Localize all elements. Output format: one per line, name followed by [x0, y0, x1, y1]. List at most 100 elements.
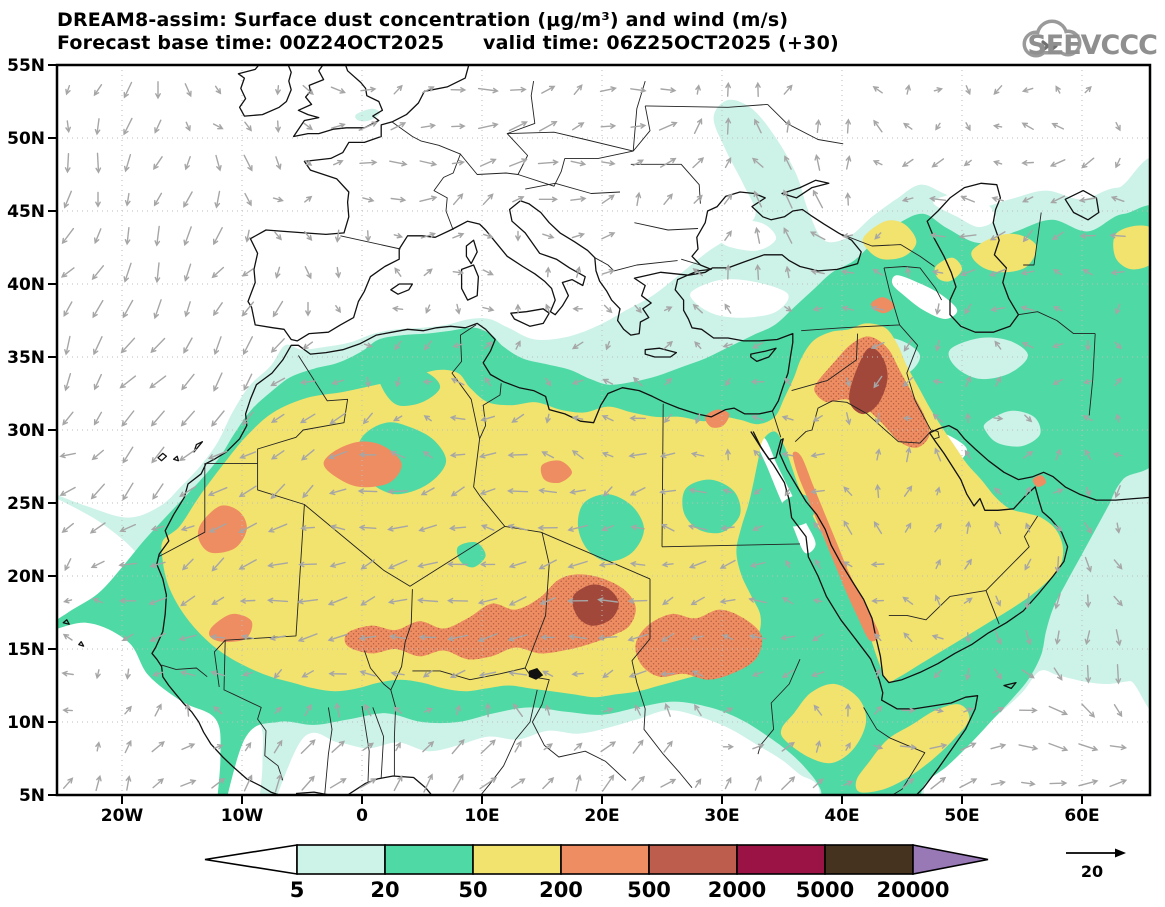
wind-arrow — [719, 598, 736, 605]
wind-arrow — [958, 233, 977, 240]
wind-arrow — [965, 632, 971, 644]
axes: 20W 10W 0 10E 20E 30E 40E 50E 60E 5N 10N 15N 20N 25N 3… — [7, 56, 1100, 826]
wind-arrow — [267, 597, 289, 604]
forecast-base-time: Forecast base time: 00Z24OCT2025 — [57, 32, 444, 54]
wind-arrow — [387, 559, 408, 570]
wind-arrow — [422, 670, 433, 678]
wind-arrow — [152, 483, 164, 500]
wind-arrow — [335, 229, 341, 243]
wind-arrow — [845, 412, 852, 426]
wind-arrow — [724, 230, 732, 241]
y-axis-tick-label: 25N — [7, 494, 45, 514]
wind-arrow — [812, 189, 824, 209]
wind-arrow — [540, 634, 555, 641]
wind-arrow — [515, 230, 521, 242]
wind-arrow — [394, 340, 402, 351]
wind-arrow — [300, 449, 315, 461]
wind-arrow — [329, 561, 346, 568]
wind-arrow — [571, 671, 584, 677]
wind-arrow — [965, 85, 971, 96]
wind-arrow — [1048, 705, 1069, 716]
wind-arrow — [1021, 342, 1034, 349]
wind-arrow — [304, 703, 312, 717]
wind-arrow — [420, 123, 437, 129]
wind-arrow — [184, 156, 191, 171]
coastline — [644, 347, 678, 358]
dust-region-yellow-caucasus — [862, 220, 917, 260]
country-border — [771, 410, 782, 438]
wind-arrow — [929, 232, 946, 239]
wind-arrow — [902, 415, 913, 422]
wind-arrow — [300, 739, 316, 754]
wind-arrow — [695, 413, 701, 425]
wind-arrow — [722, 488, 733, 494]
wind-arrow — [508, 596, 527, 606]
cloud-chevron-icon — [1049, 40, 1058, 52]
wind-arrow — [507, 523, 528, 531]
wind-arrow — [327, 596, 348, 606]
wind-arrow — [214, 190, 221, 209]
wind-arrow — [185, 121, 191, 132]
wind-arrow — [178, 634, 197, 642]
wind-arrow — [334, 702, 341, 718]
wind-arrow — [328, 488, 347, 496]
wind-arrow — [809, 231, 826, 241]
wind-arrow — [1053, 667, 1063, 681]
wind-arrow — [62, 633, 73, 641]
wind-arrow — [754, 118, 762, 134]
wind-arrow — [418, 524, 437, 532]
wind-arrow — [812, 598, 823, 604]
dust-region-orange-nile-delta — [705, 409, 730, 428]
wind-arrow — [753, 190, 763, 208]
country-border — [931, 429, 940, 440]
wind-arrow — [422, 378, 433, 385]
wind-arrow — [600, 123, 617, 129]
wind-arrow — [934, 522, 942, 533]
country-border — [1023, 212, 1042, 266]
wind-arrow — [601, 774, 615, 792]
wind-arrow — [238, 522, 258, 533]
wind-arrow — [843, 486, 853, 496]
wind-arrow — [629, 561, 646, 567]
wind-arrow — [92, 597, 103, 604]
wind-arrow — [452, 773, 464, 793]
wind-arrow — [93, 411, 103, 426]
wind-arrow — [92, 299, 104, 319]
country-border — [985, 590, 1000, 625]
coastline — [465, 239, 478, 265]
wind-arrow — [724, 776, 732, 790]
legend-level-label: 20000 — [876, 878, 949, 902]
chart-title: DREAM8-assim: Surface dust concentration… — [57, 9, 788, 31]
wind-arrow — [395, 741, 401, 752]
wind-arrow — [810, 269, 825, 275]
wind-arrow — [929, 196, 947, 202]
wind-arrow — [1113, 559, 1123, 570]
wind-arrow — [1054, 630, 1061, 645]
wind-arrow — [1024, 414, 1033, 423]
wind-arrow — [842, 233, 854, 239]
wind-arrow — [389, 634, 407, 640]
wind-arrow — [601, 160, 616, 166]
wind-arrow — [965, 412, 971, 424]
wind-arrow — [1084, 85, 1092, 94]
wind-arrow — [995, 595, 1002, 607]
wind-arrow — [813, 704, 823, 716]
wind-arrow — [211, 596, 225, 605]
wind-arrow — [149, 375, 167, 389]
wind-arrow — [567, 560, 588, 569]
wind-arrow — [545, 704, 551, 716]
wind-arrow — [599, 86, 617, 93]
seevccc-logo: SEEVCCC — [1022, 19, 1158, 61]
wind-arrow — [362, 742, 375, 751]
wind-arrow — [272, 196, 284, 203]
wind-arrow — [693, 117, 703, 134]
wind-arrow — [902, 777, 915, 789]
wind-arrow — [932, 378, 943, 385]
wind-arrow — [390, 670, 405, 677]
wind-arrow — [725, 264, 731, 280]
country-border — [524, 532, 627, 781]
wind-arrow — [273, 739, 283, 754]
wind-arrow — [781, 669, 794, 679]
coastline — [1003, 681, 1017, 690]
wind-arrow — [270, 413, 285, 424]
